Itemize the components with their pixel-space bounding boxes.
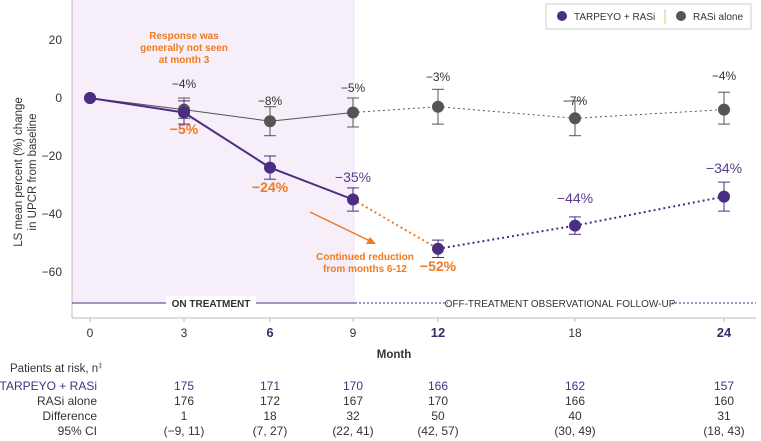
y-axis-title-line1: LS mean percent (%) change [13, 97, 25, 247]
off-treatment-label: OFF-TREATMENT OBSERVATIONAL FOLLOW-UP [445, 299, 676, 310]
data-point [718, 190, 730, 203]
rasi-value-label: −4% [712, 69, 737, 83]
risk-row-label: TARPEYO + RASi [0, 379, 97, 393]
rasi-value-label: −3% [426, 70, 451, 84]
data-point [569, 112, 581, 125]
risk-cell: 170 [343, 379, 363, 393]
risk-cell: (22, 41) [332, 424, 373, 438]
x-tick-label: 9 [350, 326, 357, 340]
on-treatment-label: ON TREATMENT [172, 299, 251, 310]
risk-cell: (7, 27) [253, 424, 288, 438]
data-point [569, 219, 581, 232]
data-point [264, 115, 276, 128]
response-annotation-line3: at month 3 [159, 55, 210, 66]
legend-marker-tarpeyo [557, 11, 567, 21]
risk-cell: 1 [181, 409, 188, 423]
risk-cell: 170 [428, 394, 448, 408]
tarpeyo-value-label: −35% [335, 169, 371, 185]
risk-cell: (42, 57) [417, 424, 458, 438]
data-point [432, 242, 444, 255]
legend-label-tarpeyo: TARPEYO + RASi [574, 12, 655, 23]
off-treatment-label-bg [448, 296, 672, 310]
data-point [84, 92, 96, 104]
series-line-segment [437, 106, 576, 119]
data-point [347, 193, 359, 206]
x-axis-title: Month [377, 349, 411, 361]
risk-cell: 18 [263, 409, 277, 423]
y-tick-label: −60 [42, 265, 63, 279]
data-point [718, 103, 730, 116]
series-line-segment [269, 112, 354, 122]
legend-marker-rasi [676, 11, 686, 21]
legend-label-rasi: RASi alone [693, 12, 743, 23]
data-point [178, 106, 190, 119]
response-annotation-line2: generally not seen [140, 43, 228, 54]
series-line-segment [437, 224, 576, 250]
y-tick-label: −20 [42, 149, 63, 163]
risk-row-label: RASi alone [37, 394, 97, 408]
risk-cell: 160 [714, 394, 734, 408]
risk-cell: 31 [717, 409, 731, 423]
legend: TARPEYO + RASi RASi alone [545, 3, 752, 30]
risk-cell: 50 [431, 409, 445, 423]
risk-row-label: Difference [43, 409, 98, 423]
risk-cell: 172 [260, 394, 280, 408]
rasi-value-label: −8% [258, 94, 283, 108]
risk-cell: 166 [428, 379, 448, 393]
x-tick-label: 0 [87, 326, 94, 340]
legend-box [545, 3, 752, 30]
series-line-segment [352, 198, 439, 250]
series-line-segment [574, 195, 725, 227]
rasi-value-label: −5% [341, 81, 366, 95]
continued-annotation-line1: Continued reduction [316, 252, 414, 263]
data-point [264, 161, 276, 174]
y-tick-label: 20 [49, 33, 63, 47]
risk-cell: 171 [260, 379, 280, 393]
continued-annotation-line2: from months 6-12 [323, 264, 407, 275]
x-tick-label: 18 [568, 326, 582, 340]
risk-cell: 157 [714, 379, 734, 393]
continued-arrow [309, 211, 376, 244]
risk-cell: 167 [343, 394, 363, 408]
data-point [432, 100, 444, 113]
x-tick-label: 3 [181, 326, 188, 340]
tarpeyo-value-label: −34% [706, 160, 742, 176]
response-annotation-line1: Response was [149, 31, 219, 42]
rasi-value-label: −7% [563, 94, 588, 108]
series-line-segment [89, 97, 185, 114]
x-tick-label: 24 [717, 325, 732, 340]
risk-cell: 162 [565, 379, 585, 393]
risk-cell: 32 [346, 409, 360, 423]
risk-cell: (−9, 11) [164, 424, 205, 438]
y-tick-label: 0 [55, 91, 62, 105]
risk-row-label: 95% CI [58, 424, 97, 438]
series-line-segment [183, 109, 271, 122]
data-point [347, 106, 359, 119]
risk-cell: (30, 49) [554, 424, 595, 438]
tarpeyo-value-label: −52% [420, 258, 457, 274]
risk-cell: (18, 43) [703, 424, 744, 438]
y-tick-label: −40 [42, 207, 63, 221]
risk-cell: 40 [568, 409, 582, 423]
series-line-segment [574, 109, 725, 119]
risk-cell: 175 [174, 379, 194, 393]
series-line-segment [269, 166, 354, 201]
y-axis-title-line2: in UPCR from baseline [27, 114, 39, 231]
series-line-segment [183, 111, 271, 169]
on-treatment-label-bg [166, 296, 256, 310]
on-treatment-shade [72, 0, 355, 303]
tarpeyo-value-label: −5% [170, 121, 199, 137]
series-line-segment [352, 106, 439, 113]
x-tick-label: 6 [266, 325, 273, 340]
risk-cell: 166 [565, 394, 585, 408]
tarpeyo-value-label: −24% [252, 179, 289, 195]
tarpeyo-value-label: −44% [557, 190, 593, 206]
risk-cell: 176 [174, 394, 194, 408]
risk-table-header: Patients at risk, n‡ [10, 363, 102, 375]
rasi-value-label: −4% [172, 77, 197, 91]
x-tick-label: 12 [431, 325, 445, 340]
